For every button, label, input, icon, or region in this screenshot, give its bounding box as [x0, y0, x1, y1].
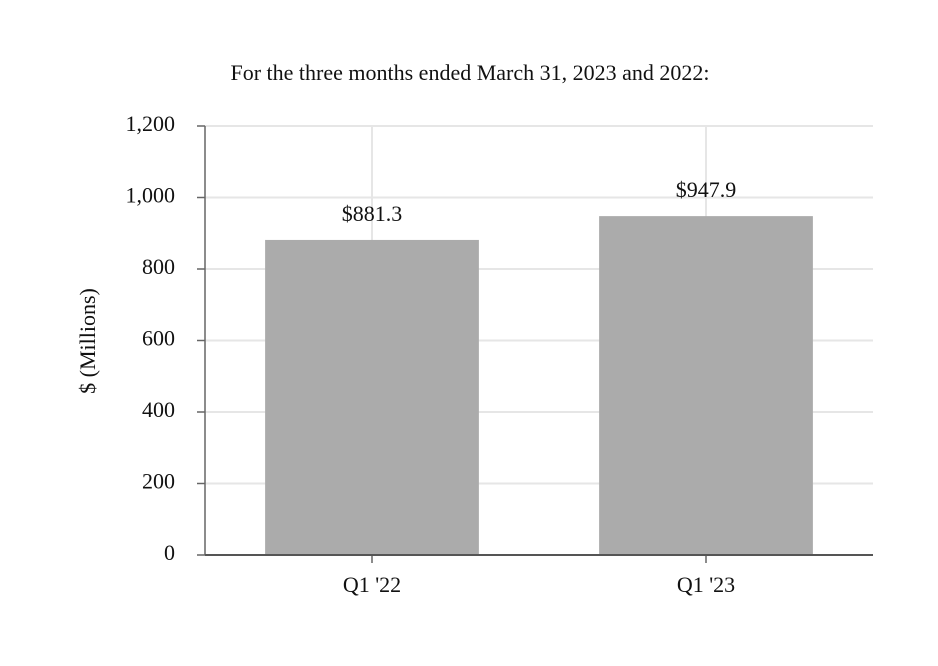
data-label: $947.9 [676, 177, 737, 202]
x-tick-label: Q1 '22 [343, 572, 401, 597]
bar [265, 239, 479, 556]
y-tick-label: 1,200 [126, 111, 176, 136]
x-tick-label: Q1 '23 [677, 572, 735, 597]
data-label: $881.3 [342, 201, 403, 226]
y-tick-label: 400 [142, 397, 175, 422]
chart-title: For the three months ended March 31, 202… [230, 60, 709, 85]
bar [599, 216, 813, 556]
y-tick-label: 800 [142, 254, 175, 279]
y-tick-label: 1,000 [126, 183, 176, 208]
y-tick-label: 600 [142, 326, 175, 351]
y-axis-label: $ (Millions) [75, 288, 100, 394]
y-tick-label: 200 [142, 469, 175, 494]
y-tick-label: 0 [164, 540, 175, 565]
